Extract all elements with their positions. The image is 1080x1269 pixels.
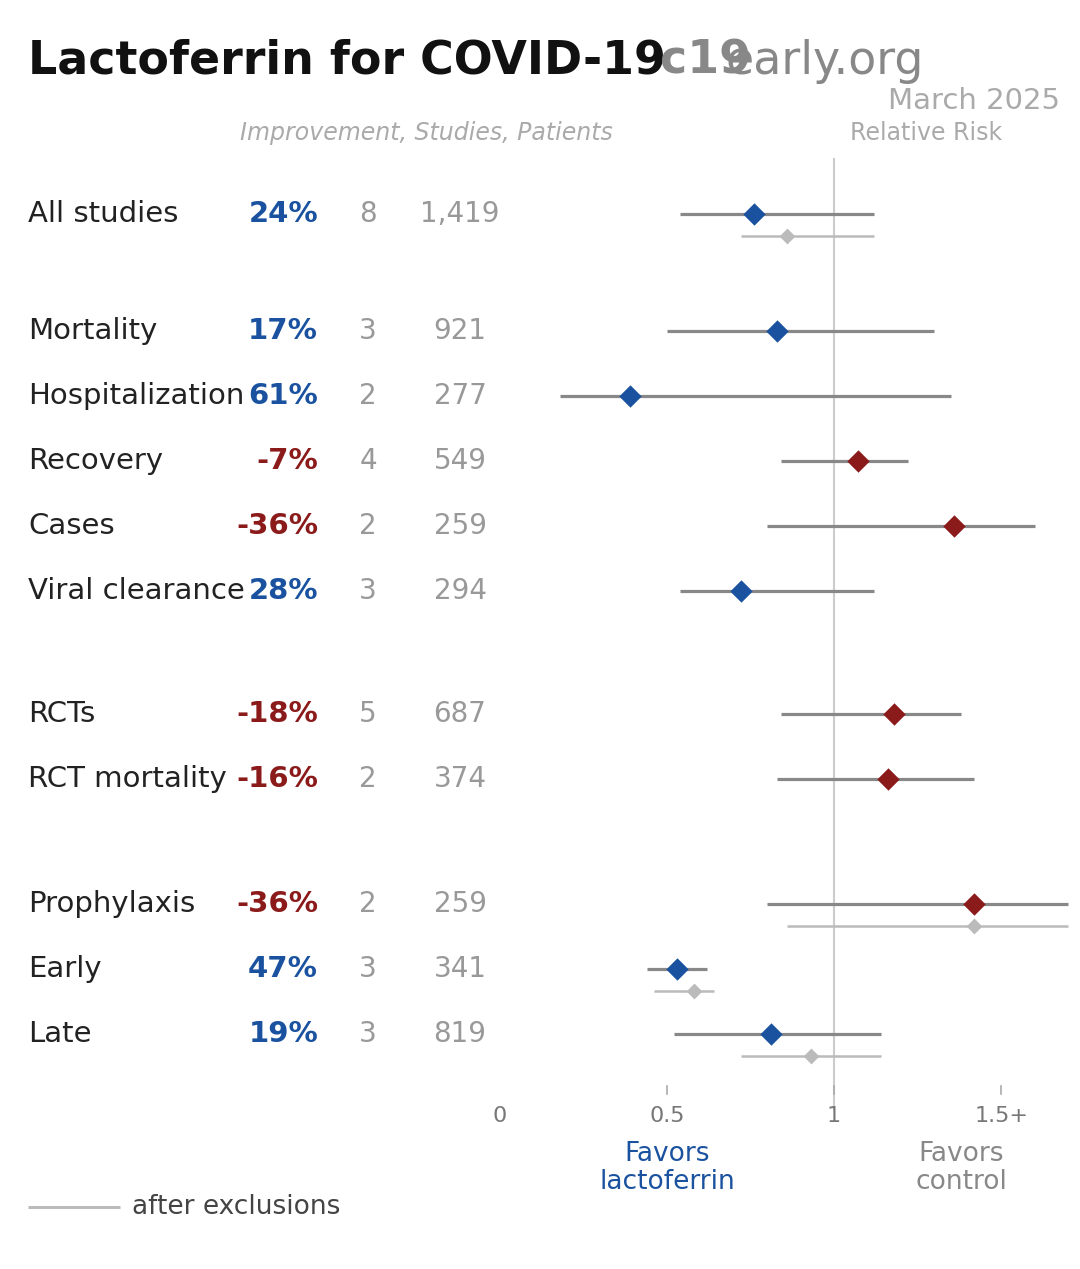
Point xyxy=(886,704,903,725)
Text: 259: 259 xyxy=(433,511,486,541)
Point xyxy=(966,893,983,914)
Text: Viral clearance: Viral clearance xyxy=(28,577,245,605)
Text: -18%: -18% xyxy=(237,700,318,728)
Text: 1: 1 xyxy=(827,1107,841,1126)
Text: 2: 2 xyxy=(360,511,377,541)
Text: 4: 4 xyxy=(360,447,377,475)
Point xyxy=(802,1046,820,1066)
Text: March 2025: March 2025 xyxy=(888,88,1059,115)
Text: 0: 0 xyxy=(492,1107,508,1126)
Text: All studies: All studies xyxy=(28,201,178,228)
Point xyxy=(769,321,786,341)
Text: 17%: 17% xyxy=(248,317,318,345)
Text: 3: 3 xyxy=(360,577,377,605)
Text: 3: 3 xyxy=(360,317,377,345)
Point xyxy=(732,581,750,602)
Text: 24%: 24% xyxy=(248,201,318,228)
Point xyxy=(762,1024,780,1044)
Point xyxy=(966,916,983,937)
Point xyxy=(685,981,702,1001)
Text: 341: 341 xyxy=(433,956,486,983)
Text: 2: 2 xyxy=(360,382,377,410)
Text: 61%: 61% xyxy=(248,382,318,410)
Point xyxy=(622,386,639,406)
Text: Favors: Favors xyxy=(918,1141,1003,1167)
Text: RCTs: RCTs xyxy=(28,700,95,728)
Text: Recovery: Recovery xyxy=(28,447,163,475)
Text: Late: Late xyxy=(28,1020,92,1048)
Text: early.org: early.org xyxy=(725,39,923,84)
Text: 819: 819 xyxy=(433,1020,486,1048)
Text: lactoferrin: lactoferrin xyxy=(599,1169,734,1195)
Text: 921: 921 xyxy=(433,317,486,345)
Text: -16%: -16% xyxy=(237,765,318,793)
Text: Favors: Favors xyxy=(624,1141,710,1167)
Text: 374: 374 xyxy=(433,765,486,793)
Text: 47%: 47% xyxy=(248,956,318,983)
Text: 277: 277 xyxy=(433,382,486,410)
Point xyxy=(669,959,686,980)
Text: 2: 2 xyxy=(360,890,377,917)
Text: 1,419: 1,419 xyxy=(420,201,500,228)
Text: 549: 549 xyxy=(433,447,486,475)
Text: Hospitalization: Hospitalization xyxy=(28,382,244,410)
Text: Relative Risk: Relative Risk xyxy=(850,121,1002,145)
Text: 3: 3 xyxy=(360,1020,377,1048)
Text: 259: 259 xyxy=(433,890,486,917)
Text: 0.5: 0.5 xyxy=(649,1107,685,1126)
Point xyxy=(849,450,866,471)
Text: Cases: Cases xyxy=(28,511,114,541)
Text: 294: 294 xyxy=(433,577,486,605)
Text: 19%: 19% xyxy=(248,1020,318,1048)
Text: -36%: -36% xyxy=(237,511,318,541)
Text: Improvement, Studies, Patients: Improvement, Studies, Patients xyxy=(240,121,612,145)
Text: -7%: -7% xyxy=(256,447,318,475)
Text: 5: 5 xyxy=(360,700,377,728)
Text: 687: 687 xyxy=(433,700,486,728)
Point xyxy=(745,204,762,225)
Text: Lactoferrin for COVID-19: Lactoferrin for COVID-19 xyxy=(28,39,666,84)
Text: 2: 2 xyxy=(360,765,377,793)
Text: Prophylaxis: Prophylaxis xyxy=(28,890,195,917)
Point xyxy=(946,515,963,536)
Text: Early: Early xyxy=(28,956,102,983)
Text: after exclusions: after exclusions xyxy=(132,1194,340,1220)
Text: 8: 8 xyxy=(360,201,377,228)
Text: RCT mortality: RCT mortality xyxy=(28,765,227,793)
Text: control: control xyxy=(915,1169,1007,1195)
Text: 1.5+: 1.5+ xyxy=(974,1107,1028,1126)
Point xyxy=(779,226,796,246)
Text: Mortality: Mortality xyxy=(28,317,158,345)
Text: 28%: 28% xyxy=(248,577,318,605)
Text: c19: c19 xyxy=(660,39,751,84)
Text: 3: 3 xyxy=(360,956,377,983)
Text: -36%: -36% xyxy=(237,890,318,917)
Point xyxy=(879,769,896,789)
